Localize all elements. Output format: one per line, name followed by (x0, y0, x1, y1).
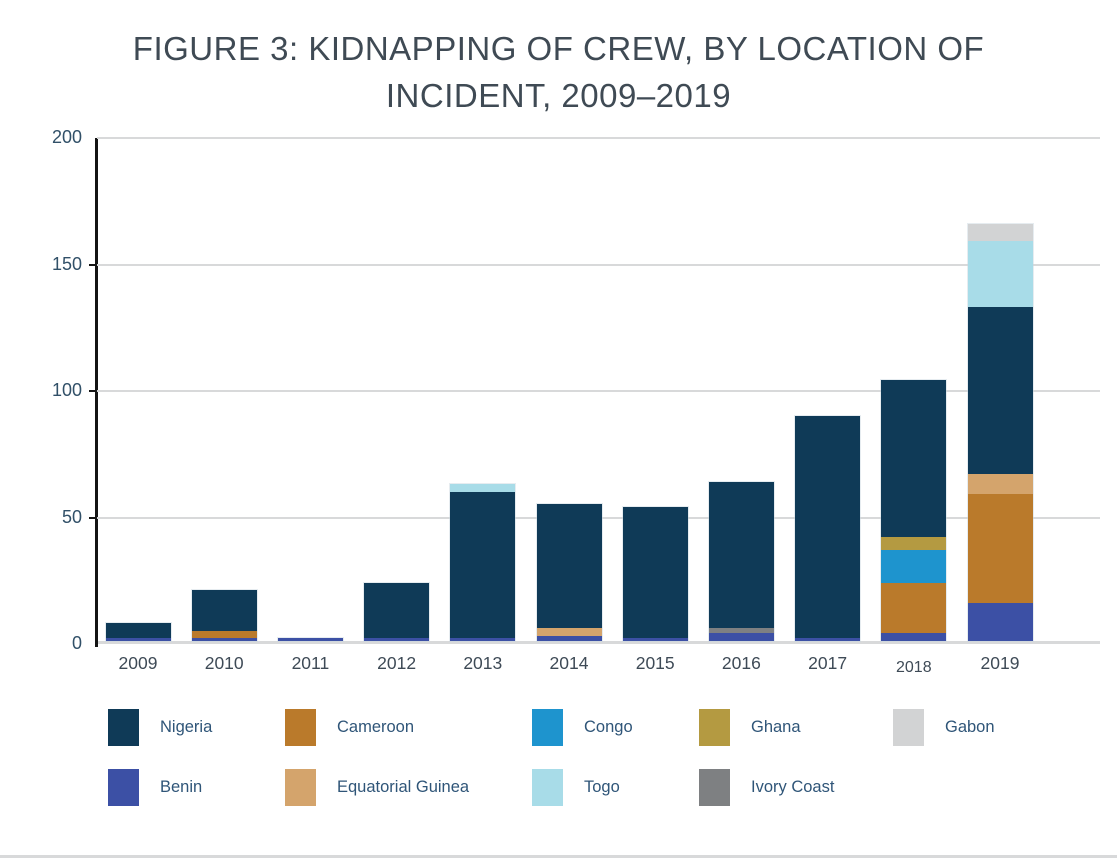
x-tick-label-2011: 2011 (291, 653, 330, 673)
legend-swatch-ghana (699, 709, 730, 746)
legend-label-congo: Congo (584, 718, 633, 736)
bar-2015-segment-benin (622, 638, 688, 641)
x-tick-label-2012: 2012 (377, 653, 417, 673)
bar-2016-segment-benin (708, 633, 774, 641)
legend-label-cameroon: Cameroon (337, 718, 415, 736)
bar-2019-segment-nigeria (967, 307, 1033, 475)
y-tick-label-0: 0 (71, 633, 82, 653)
legend-swatch-ivory-coast (699, 769, 730, 806)
y-tick-label-150: 150 (51, 253, 82, 274)
x-tick-label-2009: 2009 (118, 653, 158, 673)
y-tick-mark-150 (89, 263, 97, 266)
bar-2014 (535, 503, 603, 642)
y-tick-mark-100 (89, 390, 97, 392)
legend-swatch-togo (532, 769, 563, 806)
bar-2017 (794, 414, 862, 643)
gridline-200 (97, 137, 1100, 140)
bar-2012-segment-benin (364, 638, 430, 641)
bar-2016 (707, 480, 775, 643)
bar-2015-segment-nigeria (622, 506, 688, 639)
x-tick-label-2019: 2019 (980, 653, 1020, 673)
legend-swatch-nigeria (108, 709, 139, 746)
legend-swatch-cameroon (285, 709, 316, 746)
x-tick-label-2013: 2013 (463, 653, 503, 673)
bottom-divider (0, 855, 1117, 858)
chart-area: 0 50 100 150 200 2009 2010 2011 2012 2013 2014 2015… (51, 127, 1100, 676)
y-axis-line (95, 138, 98, 647)
bar-2014-segment-benin (536, 635, 602, 641)
x-tick-label-2017: 2017 (808, 653, 848, 673)
bar-2016-segment-ivory-coast (708, 628, 774, 634)
bar-2019-segment-cameroon (967, 494, 1033, 604)
legend-label-equatorial-guinea: Equatorial Guinea (337, 778, 470, 796)
x-tick-label-2018: 2018 (896, 659, 932, 676)
legend-label-gabon: Gabon (945, 718, 995, 736)
bar-2019-segment-equatorial-guinea (967, 474, 1033, 495)
bar-2017-segment-benin (795, 638, 861, 641)
bar-2012 (363, 581, 431, 643)
bar-2014-segment-nigeria (536, 504, 602, 629)
bar-2016-segment-nigeria (708, 481, 774, 629)
legend-swatch-congo (532, 709, 563, 746)
bar-2011-segment-benin (277, 638, 343, 641)
x-tick-label-2014: 2014 (549, 653, 589, 673)
bar-2018-segment-cameroon (881, 582, 947, 634)
chart-title-line1: FIGURE 3: KIDNAPPING OF CREW, BY LOCATIO… (132, 30, 985, 67)
bar-2012-segment-nigeria (364, 582, 430, 639)
bar-2018 (880, 379, 948, 642)
legend: Nigeria Cameroon Congo Ghana Gabon Benin Equat… (0, 700, 1117, 830)
bar-2019-segment-gabon (967, 223, 1033, 242)
bar-2010-segment-nigeria (191, 590, 257, 631)
bar-2019 (966, 222, 1034, 643)
bar-2013 (449, 483, 517, 642)
chart-title: FIGURE 3: KIDNAPPING OF CREW, BY LOCATIO… (0, 26, 1117, 120)
bar-2018-segment-ghana (881, 537, 947, 550)
bar-2009 (104, 622, 172, 642)
bar-2019-segment-benin (967, 603, 1033, 641)
x-tick-label-2015: 2015 (635, 653, 675, 673)
y-tick-label-100: 100 (51, 380, 82, 400)
legend-swatch-benin (108, 769, 139, 806)
gridline-100 (97, 390, 1100, 392)
legend-label-benin: Benin (160, 778, 203, 796)
y-tick-mark-50 (89, 516, 97, 519)
bar-2019-segment-togo (967, 241, 1033, 308)
legend-swatch-gabon (893, 709, 924, 746)
gridline-150 (97, 263, 1100, 266)
chart-title-line2: INCIDENT, 2009–2019 (385, 76, 732, 114)
bar-2009-segment-benin (105, 638, 171, 641)
y-tick-label-200: 200 (51, 127, 82, 147)
bar-2015 (621, 505, 689, 643)
x-tick-label-2016: 2016 (721, 653, 761, 673)
bar-2018-segment-congo (881, 549, 947, 583)
bar-2017-segment-nigeria (795, 415, 861, 639)
legend-label-nigeria: Nigeria (160, 718, 213, 736)
bar-2018-segment-benin (881, 633, 947, 641)
bar-2014-segment-equatorial-guinea (536, 628, 602, 636)
bar-2018-segment-nigeria (881, 380, 947, 538)
bar-2013-segment-benin (450, 638, 516, 641)
bar-2010 (190, 589, 258, 642)
legend-label-togo: Togo (584, 778, 620, 796)
legend-label-ivory-coast: Ivory Coast (751, 778, 835, 796)
bar-2013-segment-togo (450, 484, 516, 492)
bar-2013-segment-nigeria (450, 491, 516, 639)
plot-area (89, 137, 1100, 647)
y-tick-label-50: 50 (61, 506, 82, 527)
x-tick-label-2010: 2010 (204, 653, 244, 673)
legend-label-ghana: Ghana (751, 718, 801, 736)
legend-swatch-equatorial-guinea (285, 769, 316, 806)
bar-2011 (276, 637, 344, 642)
bar-2010-segment-cameroon (191, 630, 257, 639)
bar-2010-segment-benin (191, 638, 257, 641)
bar-2009-segment-nigeria (105, 623, 171, 639)
